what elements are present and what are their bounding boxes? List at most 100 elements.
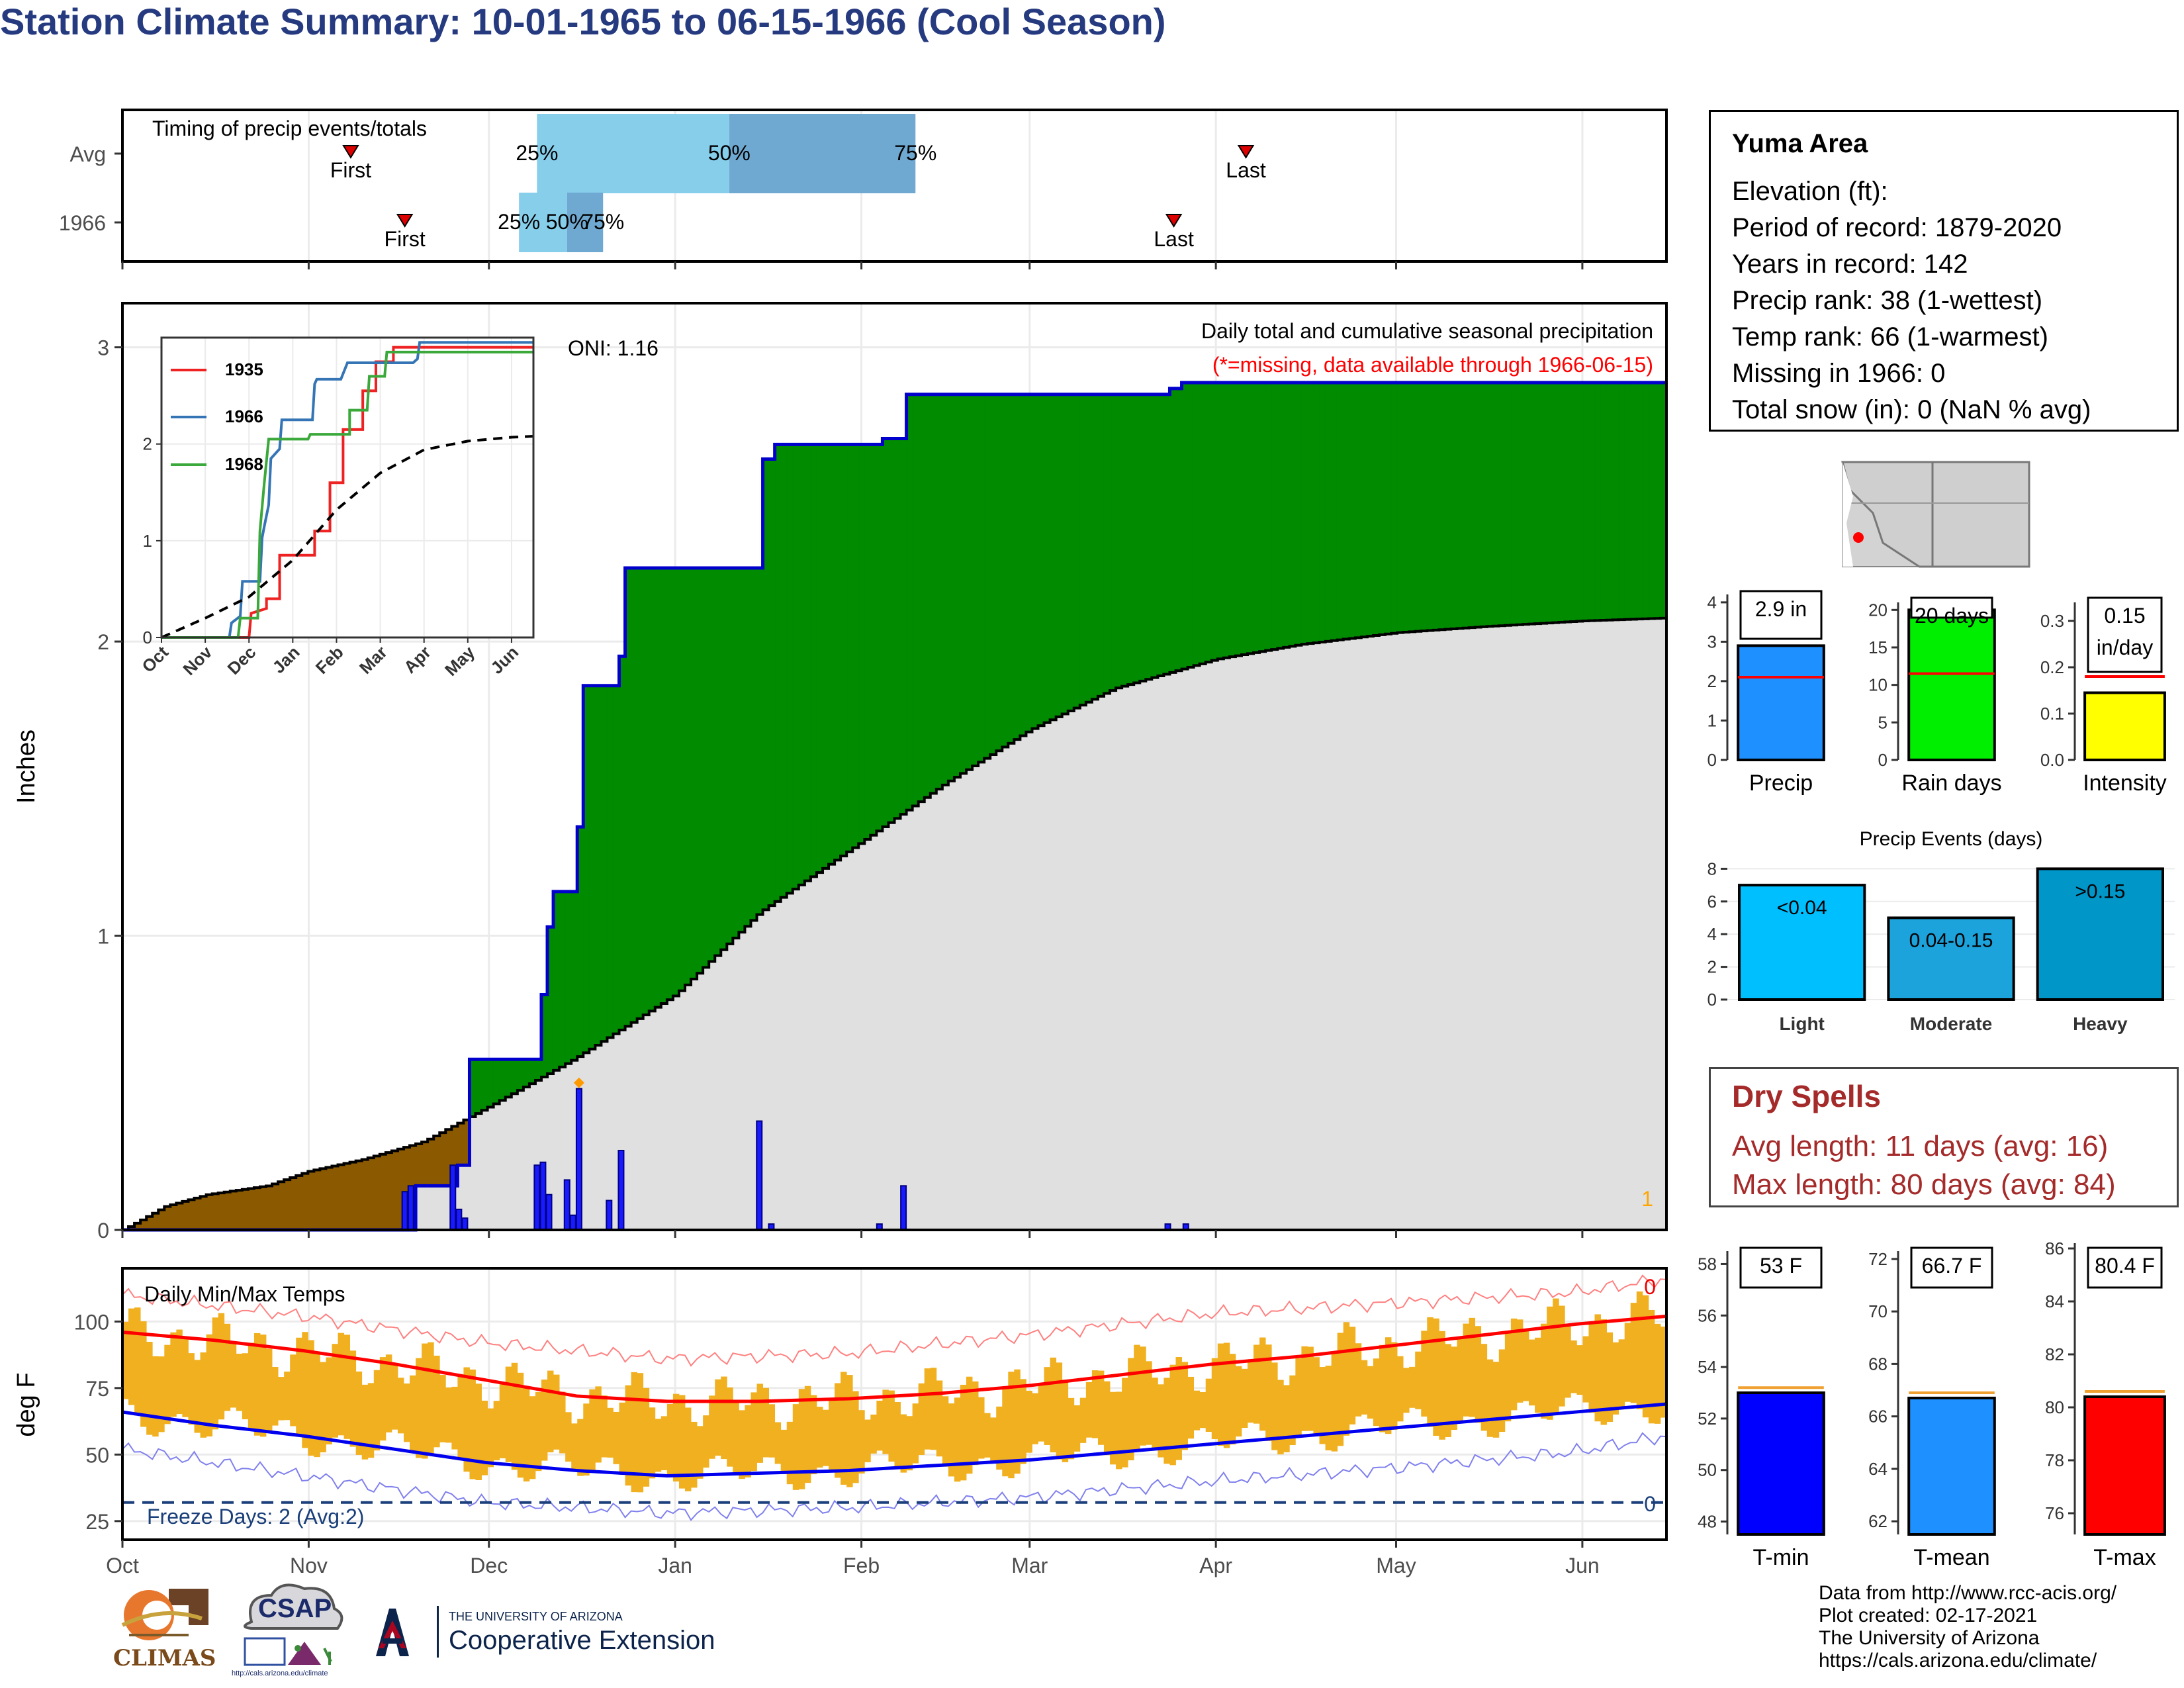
daily-temp-bar [1068,1397,1075,1460]
daily-temp-bar [1630,1303,1637,1403]
above-avg-area [960,394,967,774]
daily-temp-bar [685,1407,692,1491]
above-avg-area [1056,394,1063,717]
tmin-y-tick-label: 52 [1698,1409,1717,1429]
daily-temp-bar [595,1386,602,1463]
above-avg-area [1367,383,1374,637]
daily-temp-bar [1612,1342,1619,1415]
timing-marker-label: First [385,227,426,251]
timing-bar-25-50 [537,114,729,193]
tmin-value-label: 53 F [1760,1254,1802,1278]
inset-bg [161,338,533,637]
above-avg-area [1337,383,1344,640]
precip-y-tick-label: 3 [97,336,109,360]
above-avg-area [1654,383,1661,619]
above-avg-area [1062,394,1069,714]
daily-temp-bar [625,1385,632,1486]
daily-temp-bar [140,1321,147,1427]
rain-days-label-box [1910,596,1993,619]
above-avg-area [1415,383,1422,632]
daily-temp-bar [1618,1339,1625,1407]
daily-temp-bar [1277,1380,1284,1455]
daily-temp-bar [733,1402,739,1475]
above-avg-area [900,438,907,815]
daily-temp-bar [1397,1356,1404,1422]
above-avg-area [1594,383,1602,621]
temp-panel-border [121,1267,1668,1541]
above-avg-area [666,568,674,1000]
intensity-y-tick-label: 0.3 [2040,611,2064,631]
below-avg-area [206,1194,213,1230]
above-avg-area [721,568,727,950]
temp-x-tick-label: Feb [843,1554,880,1577]
daily-temp-bar [1373,1358,1380,1427]
above-avg-area [1181,383,1189,669]
temp-title: Daily Min/Max Temps [144,1282,345,1306]
daily-temp-bar [876,1400,883,1451]
above-avg-area [685,568,692,985]
above-avg-area [1427,383,1433,631]
above-avg-area [762,459,770,910]
daily-temp-bar [1253,1344,1260,1424]
daily-temp-bar [756,1383,763,1463]
above-avg-area [984,394,991,759]
precip-total-y-tick-label: 3 [1707,632,1717,651]
above-avg-area [1301,383,1308,645]
above-avg-area [1193,383,1201,666]
daily-temp-bar [379,1357,387,1441]
temp-x-tick-label: Jun [1565,1554,1600,1577]
precip-title: Daily total and cumulative seasonal prec… [1201,319,1653,343]
timing-marker [396,214,414,228]
daily-temp-bar [1181,1362,1188,1450]
daily-temp-bar [1211,1358,1218,1440]
above-avg-area [499,1059,506,1101]
above-avg-area [751,568,758,921]
above-avg-area [894,438,901,819]
daily-temp-bar [248,1342,255,1429]
daily-temp-bar [660,1416,668,1471]
daily-temp-bar [1032,1393,1038,1444]
daily-temp-bar [1091,1370,1099,1438]
below-avg-area [128,1226,135,1230]
events-bar-label: 0.04-0.15 [1909,930,1993,952]
above-avg-area [756,568,764,915]
events-bar-light [1738,884,1866,1001]
below-avg-area [373,1156,381,1230]
daily-temp-bar [1199,1391,1206,1429]
above-avg-area [1606,383,1614,620]
daily-temp-bar [1313,1357,1320,1436]
daily-temp-bar [332,1344,338,1438]
temp-top-count: 0 [1644,1275,1656,1299]
daily-temp-bar [253,1333,261,1436]
tmean-x-label: T-mean [1913,1545,1989,1570]
daily-temp-bar [188,1353,195,1425]
below-avg-area [422,1142,428,1186]
events-y-tick-label: 0 [1707,990,1717,1009]
above-avg-area [1624,383,1631,620]
daily-temp-bar [1355,1343,1362,1417]
daily-temp-bar [1223,1342,1230,1448]
daily-temp-bar [1457,1336,1463,1422]
daily-temp-bar [511,1362,518,1470]
above-avg-area [1014,394,1021,740]
daily-temp-bar [835,1383,841,1478]
above-avg-area [1492,383,1500,626]
dry-spells-max: Max length: 80 days (avg: 84) [1732,1168,2116,1201]
daily-temp-bar [1469,1317,1476,1417]
above-avg-area [930,394,937,794]
below-avg-area [302,1173,308,1230]
below-avg-area [188,1199,195,1230]
above-avg-area [1588,383,1596,621]
daily-temp-bar [1492,1362,1500,1438]
daily-temp-bar [996,1406,1003,1470]
daily-temp-bar [852,1391,859,1483]
daily-temp-bar [1248,1359,1254,1423]
daily-precip-bar [449,1164,457,1231]
above-avg-area [541,994,548,1077]
precip-panel-border [121,302,1668,1231]
daily-temp-bar [1547,1306,1553,1420]
above-avg-area [619,656,626,1031]
tmean-y-tick-label: 66 [1868,1407,1888,1427]
info-temp-rank: Temp rank: 66 (1-warmest) [1732,322,2048,352]
temp-y-tick-label: 100 [74,1310,109,1334]
